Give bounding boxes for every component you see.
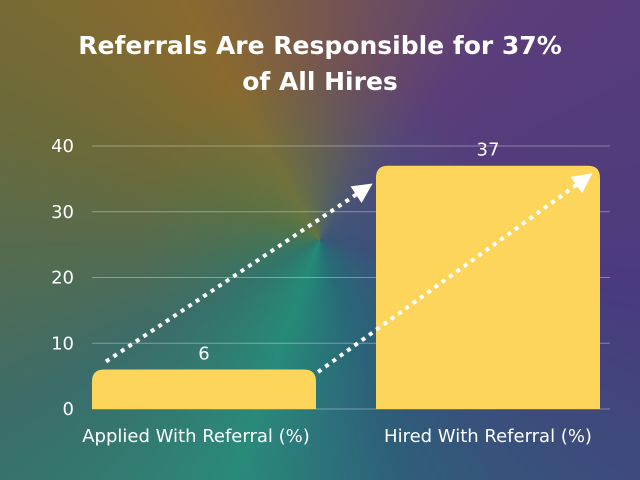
bar-applied-with-referral xyxy=(92,369,316,409)
data-label: 37 xyxy=(477,140,500,161)
category-label: Applied With Referral (%) xyxy=(82,426,310,447)
chart-title: Referrals Are Responsible for 37% of All… xyxy=(0,28,640,100)
data-label: 6 xyxy=(198,344,209,365)
y-tick-label: 0 xyxy=(63,399,74,420)
trend-arrows xyxy=(104,173,593,374)
y-tick-label: 40 xyxy=(51,136,74,157)
category-label: Hired With Referral (%) xyxy=(384,426,592,447)
bar-hired-with-referral xyxy=(376,165,600,409)
trend-arrow-right xyxy=(316,173,593,374)
bars xyxy=(92,165,600,409)
category-labels: Applied With Referral (%) Hired With Refe… xyxy=(82,426,592,447)
chart-title-line-1: Referrals Are Responsible for 37% xyxy=(78,31,562,60)
y-tick-label: 30 xyxy=(51,202,74,223)
y-tick-label: 20 xyxy=(51,268,74,289)
y-tick-label: 10 xyxy=(51,333,74,354)
y-axis-ticks: 0 10 20 30 40 xyxy=(51,136,74,420)
chart-title-line-2: of All Hires xyxy=(242,67,398,96)
trend-arrow-left xyxy=(104,183,373,364)
data-labels: 6 37 xyxy=(198,140,499,365)
